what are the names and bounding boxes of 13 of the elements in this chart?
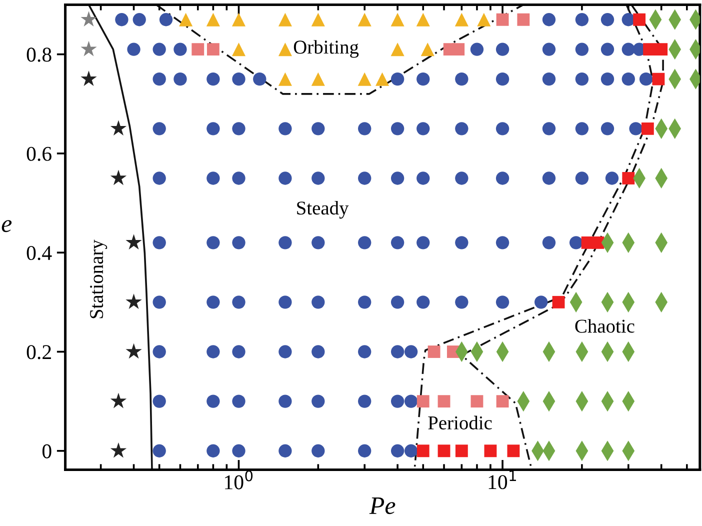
y-tick-label: 0.2 xyxy=(26,345,51,360)
y-tick-label: 0.4 xyxy=(26,246,52,260)
annotation: Orbiting xyxy=(294,40,359,58)
annotation: Steady xyxy=(297,200,349,219)
y-tick-label: 0 xyxy=(42,444,52,458)
y-tick-label: 0.6 xyxy=(26,146,52,161)
annotation: Stationary xyxy=(90,240,108,318)
y-axis-title: e xyxy=(2,220,12,232)
annotation: Chaotic xyxy=(575,319,634,333)
annotation: Periodic xyxy=(428,416,492,430)
x-axis-title: Pe xyxy=(369,498,396,514)
x-tick-label: 10$^{0}$ xyxy=(225,470,253,490)
y-tick-label: 0.8 xyxy=(26,48,52,62)
